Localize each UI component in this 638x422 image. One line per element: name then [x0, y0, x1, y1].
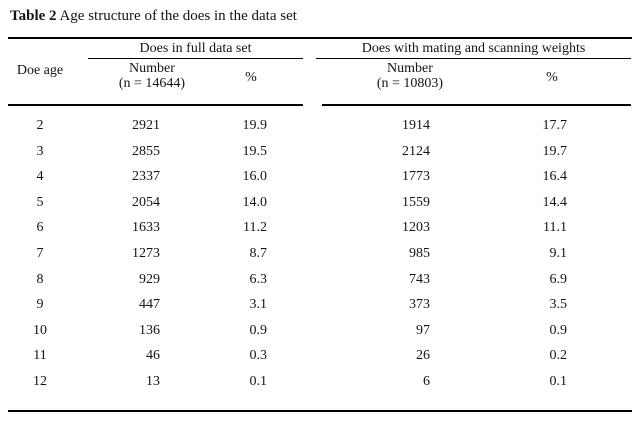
- cell-number-full: 13: [146, 373, 160, 389]
- cell-doe-age: 11: [33, 348, 47, 364]
- cell-number-mating: 373: [409, 297, 430, 313]
- table-row: 7 1273 8.7 985 9.1: [0, 241, 638, 267]
- cell-number-mating: 743: [409, 271, 430, 287]
- cell-number-mating: 6: [423, 373, 430, 389]
- cell-number-full: 1633: [132, 220, 160, 236]
- cell-percent-full: 0.9: [249, 322, 268, 338]
- cell-doe-age: 8: [36, 271, 44, 287]
- cell-number-full: 447: [139, 297, 160, 313]
- table-row: 11 46 0.3 26 0.2: [0, 343, 638, 369]
- cell-number-full: 2054: [132, 194, 160, 210]
- column-header-percent-full: %: [245, 70, 257, 85]
- cell-number-mating: 97: [416, 322, 430, 338]
- cell-percent-full: 3.1: [249, 297, 268, 313]
- cell-percent-mating: 19.7: [542, 143, 568, 159]
- column-header-number-mating: Number (n = 10803): [350, 61, 470, 91]
- number-label: Number: [129, 61, 175, 76]
- cell-number-full: 929: [139, 271, 160, 287]
- number-label: Number: [387, 61, 433, 76]
- cell-number-full: 136: [139, 322, 160, 338]
- cell-percent-mating: 0.1: [549, 373, 568, 389]
- table-row: 12 13 0.1 6 0.1: [0, 369, 638, 395]
- cell-percent-full: 8.7: [249, 245, 268, 261]
- cell-percent-full: 0.3: [249, 348, 268, 364]
- cell-doe-age: 3: [36, 143, 44, 159]
- header-bottom-rule-right: [322, 104, 631, 106]
- cell-percent-mating: 3.5: [549, 297, 568, 313]
- cell-percent-full: 6.3: [249, 271, 268, 287]
- cell-percent-full: 0.1: [249, 373, 268, 389]
- table-row: 3 2855 19.5 2124 19.7: [0, 139, 638, 165]
- cell-doe-age: 2: [36, 118, 44, 133]
- cell-doe-age: 12: [33, 373, 47, 389]
- cell-percent-mating: 11.1: [543, 220, 567, 236]
- header-bottom-rule-left: [8, 104, 303, 106]
- cell-number-mating: 1914: [402, 118, 430, 133]
- group-header-full-data-set: Does in full data set: [139, 41, 252, 56]
- cell-doe-age: 7: [36, 245, 44, 261]
- cell-percent-full: 19.9: [242, 118, 268, 133]
- cell-percent-mating: 16.4: [542, 169, 568, 185]
- cell-percent-full: 16.0: [242, 169, 268, 185]
- cell-percent-mating: 14.4: [542, 194, 568, 210]
- sample-size-full: (n = 14644): [118, 76, 186, 91]
- table-row: 4 2337 16.0 1773 16.4: [0, 164, 638, 190]
- cell-percent-mating: 17.7: [542, 118, 568, 133]
- cell-number-full: 2337: [132, 169, 160, 185]
- table-row: 6 1633 11.2 1203 11.1: [0, 215, 638, 241]
- table-caption-number: Table 2: [10, 8, 57, 24]
- cell-number-full: 46: [146, 348, 160, 364]
- table-row: 8 929 6.3 743 6.9: [0, 267, 638, 293]
- table-row: 5 2054 14.0 1559 14.4: [0, 190, 638, 216]
- cell-percent-mating: 6.9: [549, 271, 568, 287]
- table-body: 2 2921 19.9 1914 17.7 3 2855 19.5 2124 1…: [0, 113, 638, 395]
- table-bottom-rule: [8, 410, 632, 412]
- cell-number-full: 2855: [132, 143, 160, 159]
- cell-doe-age: 4: [36, 169, 44, 185]
- cell-doe-age: 5: [36, 194, 44, 210]
- cell-percent-full: 11.2: [243, 220, 267, 236]
- cell-number-mating: 1773: [402, 169, 430, 185]
- cell-number-mating: 1203: [402, 220, 430, 236]
- cell-number-mating: 1559: [402, 194, 430, 210]
- group-mating-underline: [316, 58, 631, 59]
- cell-number-mating: 26: [416, 348, 430, 364]
- cell-doe-age: 10: [33, 322, 47, 338]
- table-row: 2 2921 19.9 1914 17.7: [0, 113, 638, 139]
- table-caption-text: Age structure of the does in the data se…: [56, 8, 297, 24]
- column-header-number-full: Number (n = 14644): [92, 61, 212, 91]
- cell-percent-mating: 0.2: [549, 348, 568, 364]
- cell-doe-age: 9: [36, 297, 44, 313]
- cell-percent-full: 19.5: [242, 143, 268, 159]
- cell-number-full: 2921: [132, 118, 160, 133]
- cell-doe-age: 6: [36, 220, 44, 236]
- column-header-percent-mating: %: [546, 70, 558, 85]
- cell-percent-full: 14.0: [242, 194, 268, 210]
- group-header-mating-scanning: Does with mating and scanning weights: [361, 41, 586, 56]
- table-row: 10 136 0.9 97 0.9: [0, 318, 638, 344]
- cell-number-mating: 985: [409, 245, 430, 261]
- column-header-doe-age: Doe age: [16, 63, 64, 78]
- cell-number-full: 1273: [132, 245, 160, 261]
- table-top-rule: [8, 37, 632, 39]
- table-row: 9 447 3.1 373 3.5: [0, 292, 638, 318]
- sample-size-mating: (n = 10803): [376, 76, 444, 91]
- table-caption: Table 2 Age structure of the does in the…: [10, 8, 297, 25]
- cell-number-mating: 2124: [402, 143, 430, 159]
- cell-percent-mating: 0.9: [549, 322, 568, 338]
- group-full-underline: [88, 58, 303, 59]
- cell-percent-mating: 9.1: [549, 245, 568, 261]
